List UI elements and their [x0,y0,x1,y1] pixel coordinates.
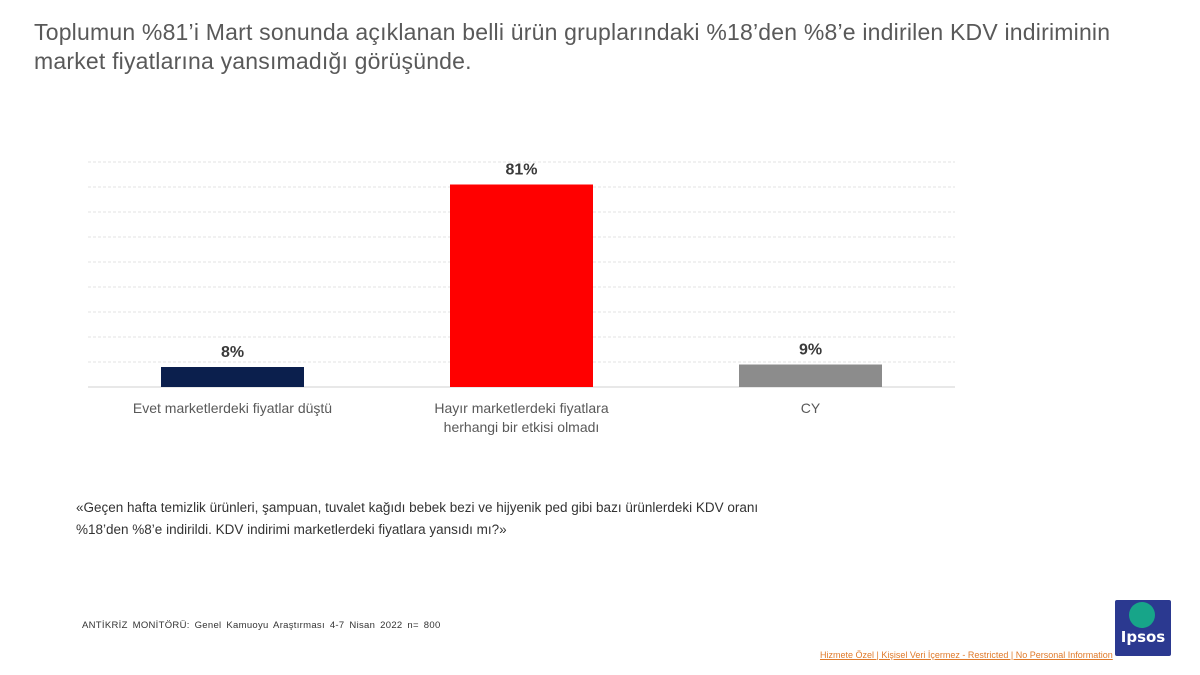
chart-bars [161,184,882,387]
bar-chart: 8% 81% 9% Evet marketlerdeki fiyatlar düşt… [88,161,955,435]
chart-category-label: CY [801,400,821,416]
chart-category-labels: Evet marketlerdeki fiyatlar düştü Hayır m… [133,400,821,435]
chart-data-label: 9% [799,342,822,359]
classification-link[interactable]: Hizmete Özel | Kişisel Veri İçermez - Re… [820,650,1113,660]
logo-circle-icon [1129,602,1155,628]
chart-category-label: Evet marketlerdeki fiyatlar düştü [133,400,332,416]
chart-category-label: herhangi bir etkisi olmadı [444,419,600,435]
ipsos-logo: Ipsos [1115,600,1171,656]
chart-data-label: 8% [221,344,244,361]
survey-question-line-1: «Geçen hafta temizlik ürünleri, şampuan,… [76,500,759,515]
page-title: Toplumun %81’i Mart sonunda açıklanan be… [34,19,1111,74]
chart-data-labels: 8% 81% 9% [221,162,822,362]
chart-bar [161,367,304,387]
logo-text: Ipsos [1120,628,1166,646]
chart-bar [739,364,882,387]
survey-question: «Geçen hafta temizlik ürünleri, şampuan,… [76,497,976,541]
chart-data-label: 81% [505,162,537,179]
survey-question-line-2: %18’den %8’e indirildi. KDV indirimi mar… [76,522,507,537]
chart-bar [450,184,593,387]
chart-category-label: Hayır marketlerdeki fiyatlara [434,400,608,416]
source-note: ANTİKRİZ MONİTÖRÜ: Genel Kamuoyu Araştır… [82,620,441,631]
